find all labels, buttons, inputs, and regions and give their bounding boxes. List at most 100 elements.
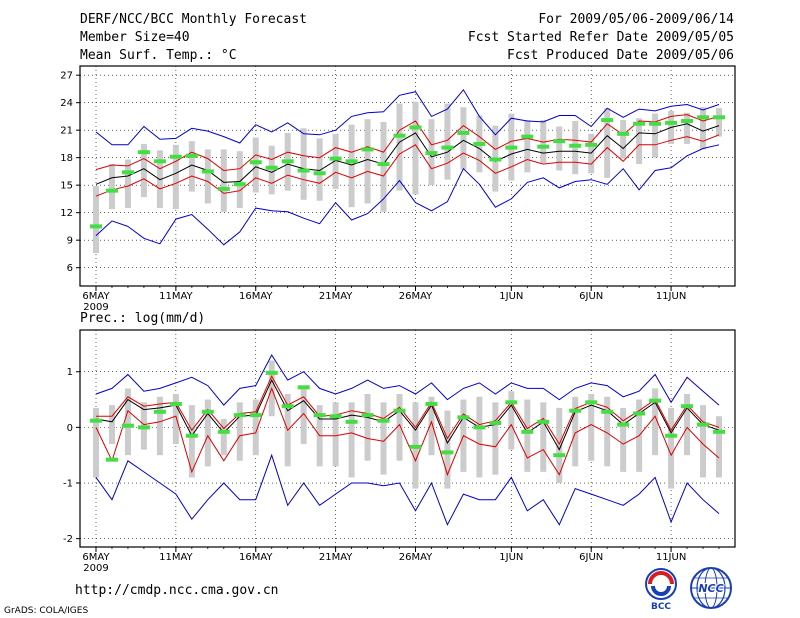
observed-marker [521,134,534,139]
x-tick-label: 6MAY [82,552,110,563]
spread-bar [220,149,227,212]
observed-marker [521,429,534,434]
observed-marker [713,429,725,434]
observed-marker [697,422,710,427]
observed-marker [457,130,470,135]
observed-marker [217,429,230,434]
observed-marker [633,411,646,416]
spread-bar [684,112,691,144]
spread-bar [572,396,579,467]
spread-bar [444,103,451,180]
observed-marker [281,404,294,409]
observed-marker [489,157,502,162]
observed-marker [473,141,486,146]
x-tick-label: 11MAY [159,291,193,302]
observed-marker [649,398,662,403]
y-tick-label: 18 [60,153,73,164]
spread-bar [188,405,195,478]
spread-bar [428,396,435,456]
observed-marker [553,453,566,458]
spread-bar [268,145,275,195]
observed-marker [281,159,294,164]
observed-marker [185,153,198,158]
y-tick-label: 1 [67,367,73,378]
spread-bar [316,138,323,201]
observed-marker [345,159,358,164]
forecast-produced-date: Fcst Produced Date 2009/05/06 [507,48,734,63]
spread-bar [108,164,115,209]
observed-marker [265,370,278,375]
series-line-ensemble-max [95,88,720,146]
spread-bar [204,399,211,467]
chart-title: DERF/NCC/BCC Monthly Forecast [80,12,307,27]
observed-marker [169,402,182,407]
observed-marker [617,131,630,136]
observed-marker [249,413,262,418]
series-line-ensemble-mean [95,123,720,185]
observed-marker [105,457,118,462]
observed-marker [409,444,422,449]
observed-marker [505,145,518,150]
series-line-mean-std [95,134,720,197]
x-tick-label: 26MAY [399,291,433,302]
spread-bar [124,388,131,456]
ncc-logo: NCC [690,567,732,609]
observed-marker [441,145,454,150]
spread-bar [93,407,99,478]
observed-marker [601,409,614,414]
observed-marker [697,115,710,120]
spread-bar [716,108,722,137]
observed-marker [217,186,230,191]
spread-bar [156,396,163,456]
spread-bar [620,407,627,472]
spread-bar [236,151,243,209]
spread-bar [396,103,403,191]
spread-bar [412,101,419,195]
observed-marker [681,119,694,123]
plot-frame [79,329,736,548]
observed-marker [713,115,725,120]
website-url[interactable]: http://cmdp.ncc.cma.gov.cn [75,583,279,598]
observed-marker [361,147,374,152]
spread-bar [364,393,371,461]
spread-bar [524,399,531,472]
spread-bar [124,159,131,209]
member-size: Member Size=40 [80,30,190,45]
observed-marker [313,171,326,176]
series-line-ensemble-min [95,453,720,526]
x-tick-label: 26MAY [399,552,433,563]
observed-marker [457,415,470,420]
year-label: 2009 [83,302,108,313]
observed-marker [633,121,646,126]
y-tick-label: 6 [67,263,73,274]
observed-marker [489,420,502,425]
y-tick-label: 15 [60,181,73,192]
temperature-panel: 6 9 12 15 18 21 24 27 6MAY 11MAY 16MAY 21MAY 26MAY 1J… [60,65,736,313]
observed-marker [473,425,486,430]
spread-bar [540,402,547,472]
series-line-mean-std [96,375,720,446]
observed-marker [649,121,662,126]
observed-marker [585,400,598,405]
observed-marker [265,165,278,170]
observed-marker [329,414,342,419]
spread-bar [348,402,355,478]
observed-marker [537,419,550,424]
plot-frame [79,65,736,287]
observed-marker [665,120,678,125]
observed-marker [665,433,678,438]
y-tick-label: -2 [63,534,73,545]
spread-bar [604,108,611,178]
observed-marker [121,170,134,175]
observed-marker [585,142,598,147]
spread-bar [380,402,387,475]
spread-bar [684,393,691,456]
observed-marker [153,409,166,414]
spread-bar [300,388,307,445]
observed-marker [601,118,614,123]
spread-bar [700,405,707,478]
series-line-ensemble-min [95,144,720,246]
observed-marker [425,402,438,407]
x-tick-label: 21MAY [319,552,353,563]
y-tick-label: 0 [67,423,73,434]
